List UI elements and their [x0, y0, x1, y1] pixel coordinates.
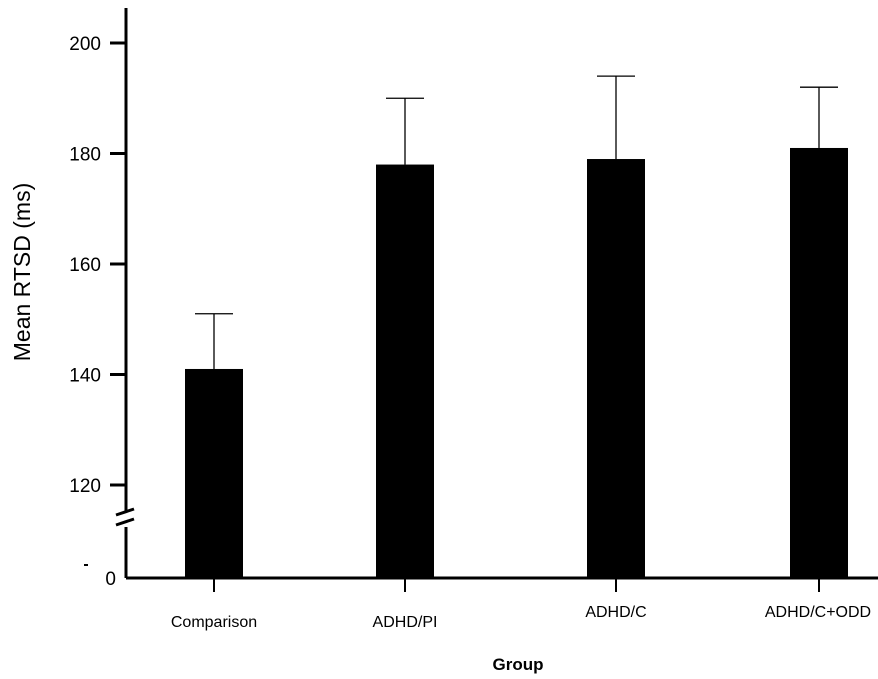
- y-tick-label: 160: [69, 255, 101, 276]
- bar: [587, 159, 645, 578]
- bars: [185, 147, 848, 579]
- x-category-label: Comparison: [171, 614, 257, 631]
- x-axis-title: Group: [493, 655, 544, 674]
- y-tick-label: 140: [69, 366, 101, 387]
- axes: [84, 8, 878, 580]
- y-tick-label: 0: [105, 569, 116, 590]
- y-tick-label: 180: [69, 145, 101, 166]
- axis-break-mark: [115, 517, 135, 527]
- bar: [376, 164, 434, 579]
- error-bars: [195, 75, 838, 369]
- y-tick-label: 200: [69, 34, 101, 55]
- x-category-label: ADHD/PI: [373, 614, 438, 631]
- axis-break-mark: [115, 507, 135, 517]
- x-category-label: ADHD/C+ODD: [765, 604, 871, 621]
- bar: [185, 368, 243, 578]
- y-tick-label: 120: [69, 476, 101, 497]
- y-axis-ticks: 0 120 140 160 180 200: [69, 34, 126, 590]
- bar: [790, 147, 848, 578]
- x-axis-category-labels: Comparison ADHD/PI ADHD/C ADHD/C+ODD: [171, 578, 871, 631]
- y-axis-title: Mean RTSD (ms): [9, 183, 35, 362]
- x-category-label: ADHD/C: [585, 604, 646, 621]
